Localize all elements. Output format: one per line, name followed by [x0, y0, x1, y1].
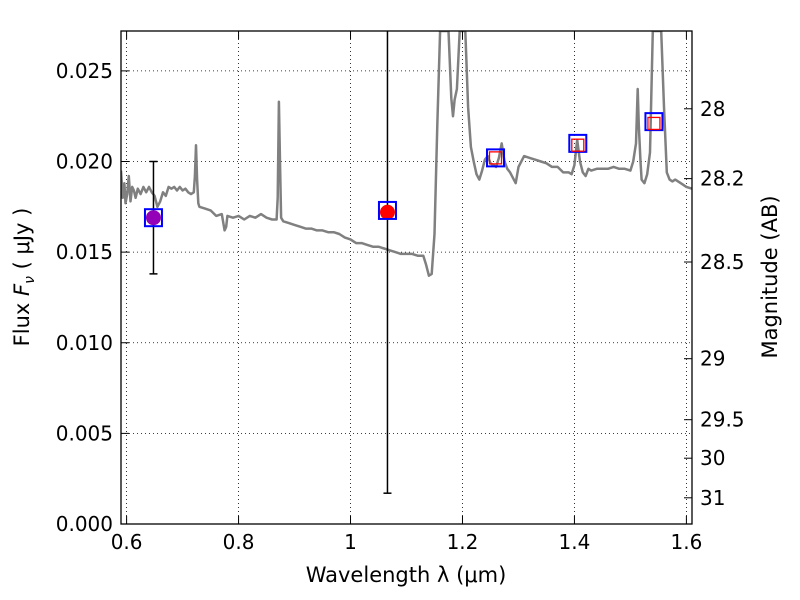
y-tick-label: 0.015	[56, 240, 113, 264]
axes: 0.6 0.8 1 1.2 1.4 1.6 0.000 0.005 0.010 0.015 0.02…	[56, 31, 745, 554]
y-tick-label: 0.000	[56, 512, 113, 536]
y-tick-label: 0.020	[56, 150, 113, 174]
y-axis-label-prefix: Flux	[10, 296, 34, 346]
model-point-marker	[486, 148, 506, 168]
y2-tick-label: 28	[700, 97, 725, 121]
observed-point	[145, 210, 161, 226]
x-tick-label: 1.2	[447, 530, 479, 554]
synthetic-point-marker	[571, 138, 585, 152]
right-axis-label: Magnitude (AB)	[758, 195, 782, 358]
model-point-marker	[568, 133, 588, 153]
y-axis-label: Flux Fν ( μJy )	[10, 208, 38, 347]
template-spectrum-line	[121, 31, 692, 277]
y2-tick-label: 29.5	[700, 408, 745, 432]
model-point-marker	[143, 208, 163, 228]
plot-frame	[120, 30, 693, 525]
y-tick-label: 0.005	[56, 421, 113, 445]
y-axis-label-subscript: ν	[22, 276, 38, 284]
y-axis-label-symbol: F	[10, 283, 34, 296]
y2-tick-label: 28.2	[700, 167, 745, 191]
y2-tick-label: 30	[700, 446, 725, 470]
y2-tick-label: 28.5	[700, 250, 745, 274]
synthetic-point-marker	[647, 116, 661, 131]
x-axis-label: Wavelength λ (μm)	[306, 563, 507, 587]
y-axis-label-unit: ( μJy )	[10, 208, 34, 276]
observed-point	[379, 204, 395, 220]
x-tick-label: 1.6	[670, 530, 702, 554]
y2-tick-label: 29	[700, 347, 725, 371]
x-tick-label: 0.8	[223, 530, 255, 554]
y2-tick-label: 31	[700, 486, 725, 510]
grid-lines	[121, 31, 692, 525]
synthetic-point-marker	[488, 151, 503, 165]
model-point-marker	[644, 112, 664, 132]
model-point-marker	[377, 200, 397, 220]
y-tick-label: 0.025	[56, 59, 113, 83]
x-tick-label: 1	[344, 530, 357, 554]
plot-area	[121, 31, 692, 494]
y-tick-label: 0.010	[56, 331, 113, 355]
x-tick-label: 0.6	[111, 530, 143, 554]
x-tick-label: 1.4	[559, 530, 591, 554]
